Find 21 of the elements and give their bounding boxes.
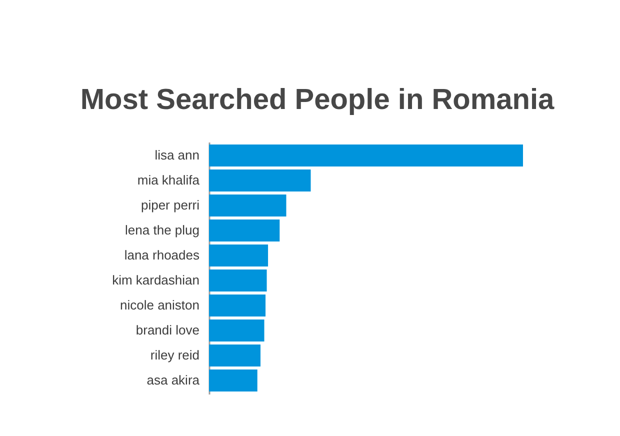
bar bbox=[209, 370, 258, 392]
chart-title: Most Searched People in Romania bbox=[80, 84, 556, 116]
bar bbox=[209, 220, 280, 242]
bar bbox=[209, 144, 523, 166]
bar bbox=[209, 294, 266, 316]
y-tick-label: asa akira bbox=[146, 372, 200, 388]
y-tick-label: mia khalifa bbox=[137, 172, 200, 188]
bar bbox=[209, 244, 268, 266]
bar bbox=[209, 170, 311, 192]
y-tick-label: piper perri bbox=[140, 198, 200, 212]
y-tick-label: riley reid bbox=[150, 348, 200, 362]
bar bbox=[209, 270, 267, 292]
y-tick-label: nicole aniston bbox=[120, 298, 200, 312]
y-tick-label: lisa ann bbox=[154, 148, 200, 162]
bar bbox=[209, 320, 264, 342]
y-tick-label: brandi love bbox=[136, 322, 200, 338]
bar bbox=[209, 194, 286, 216]
bar bbox=[209, 344, 260, 366]
y-tick-label: lana rhoades bbox=[124, 248, 200, 262]
y-tick-label: kim kardashian bbox=[112, 272, 200, 288]
y-tick-label: lena the plug bbox=[125, 222, 200, 238]
